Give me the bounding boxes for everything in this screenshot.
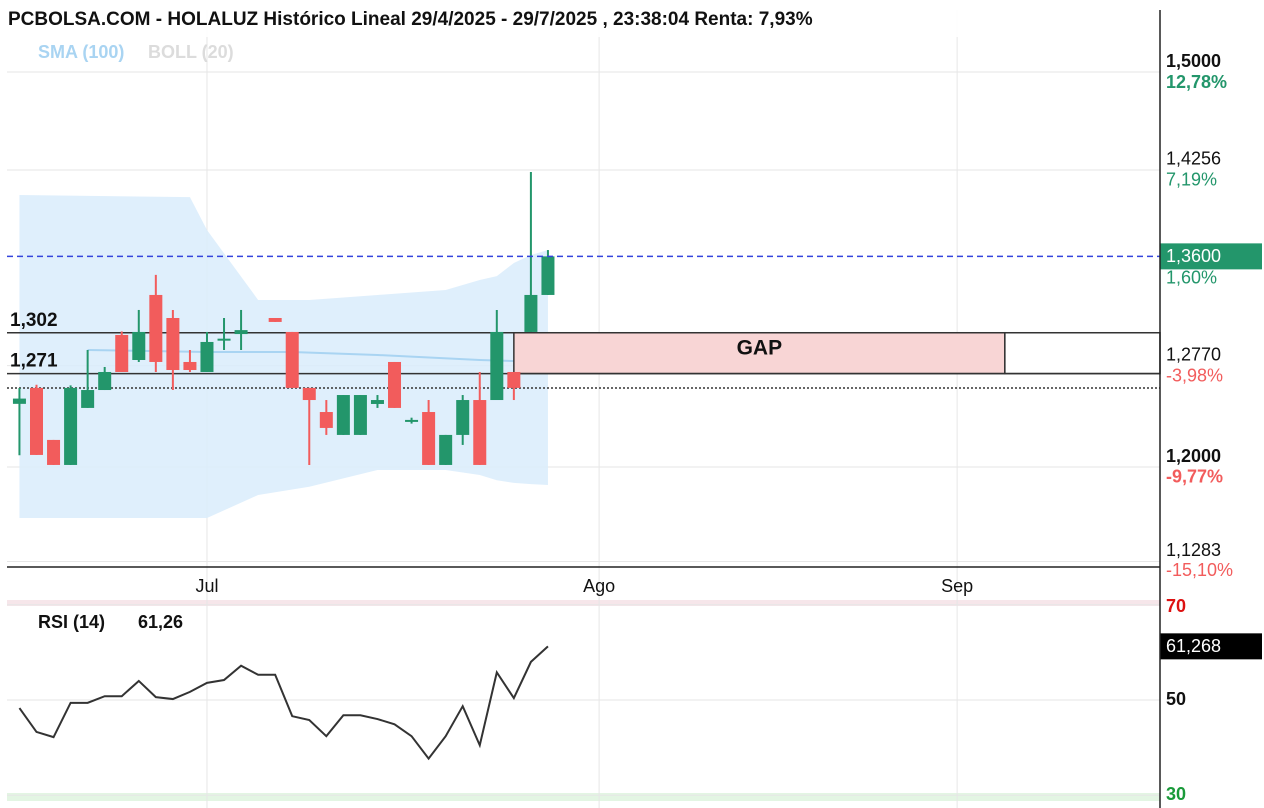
candle-body xyxy=(29,387,43,455)
candle-body xyxy=(456,400,470,435)
last-price-label: 1,3600 xyxy=(1166,246,1221,266)
y2-tick-label: 1,60% xyxy=(1166,268,1217,288)
rsi-tick-label: 70 xyxy=(1166,596,1186,616)
rsi-last: 61,26 xyxy=(138,612,183,632)
rsi-line xyxy=(18,645,549,761)
candle-body xyxy=(12,398,26,404)
rsi-tick-label: 30 xyxy=(1166,784,1186,804)
candle-body xyxy=(98,371,112,391)
y-tick-label: 1,5000 xyxy=(1166,51,1221,71)
candle-body xyxy=(490,331,504,401)
candle-body xyxy=(524,294,538,332)
level-label: 1,302 xyxy=(10,310,58,331)
gap-extension xyxy=(1004,331,1161,375)
x-tick-label: Jul xyxy=(195,576,218,596)
candle-body xyxy=(302,387,316,401)
candle-body xyxy=(217,338,231,341)
candle-body xyxy=(183,361,197,371)
candle-body xyxy=(370,400,384,404)
candle-body xyxy=(285,331,299,388)
title-bg xyxy=(7,5,1157,37)
y-tick-label: 1,2000 xyxy=(1166,446,1221,466)
candle-body xyxy=(422,412,436,465)
rsi-last-box xyxy=(1160,633,1262,660)
level-label: 1,271 xyxy=(10,351,58,372)
candle-body xyxy=(115,334,129,372)
gap-label: GAP xyxy=(737,337,783,360)
candle-body xyxy=(234,330,248,335)
candle-body xyxy=(541,256,555,295)
y2-tick-label: 7,19% xyxy=(1166,170,1217,190)
y2-tick-label: 12,78% xyxy=(1166,72,1227,92)
candle-body xyxy=(132,331,146,361)
candle-body xyxy=(507,371,521,388)
panel-separator xyxy=(7,600,1160,606)
y2-tick-label: -9,77% xyxy=(1166,467,1223,487)
candle-body xyxy=(336,395,350,435)
y2-tick-label: -15,10% xyxy=(1166,560,1233,580)
candle-body xyxy=(353,395,367,435)
rsi-last-box-label: 61,268 xyxy=(1166,636,1221,656)
x-tick-label: Ago xyxy=(583,576,615,596)
chart-title: PCBOLSA.COM - HOLALUZ Histórico Lineal 2… xyxy=(8,9,813,30)
y-tick-label: 1,4256 xyxy=(1166,149,1221,169)
legend-boll: BOLL (20) xyxy=(148,42,234,62)
candle-body xyxy=(405,419,419,422)
candle-body xyxy=(200,341,214,372)
rsi-title: RSI (14) xyxy=(38,612,105,632)
candle-body xyxy=(149,294,163,362)
y-tick-label: 1,2770 xyxy=(1166,344,1221,364)
candle-body xyxy=(268,317,282,322)
y-tick-label: 1,1283 xyxy=(1166,540,1221,560)
y2-tick-label: -3,98% xyxy=(1166,365,1223,385)
candle-body xyxy=(439,434,453,465)
candle-body xyxy=(388,361,402,408)
candle-body xyxy=(81,390,95,408)
candle-body xyxy=(473,400,487,465)
last-price-box xyxy=(1160,243,1262,270)
candle-body xyxy=(47,439,61,465)
candle-body xyxy=(319,412,333,428)
candle-body xyxy=(166,317,180,371)
x-tick-label: Sep xyxy=(941,576,973,596)
candle-body xyxy=(64,387,78,465)
legend-sma: SMA (100) xyxy=(38,42,124,62)
oversold-zone xyxy=(7,793,1160,801)
bollinger-band xyxy=(19,195,548,519)
rsi-tick-label: 50 xyxy=(1166,689,1186,709)
